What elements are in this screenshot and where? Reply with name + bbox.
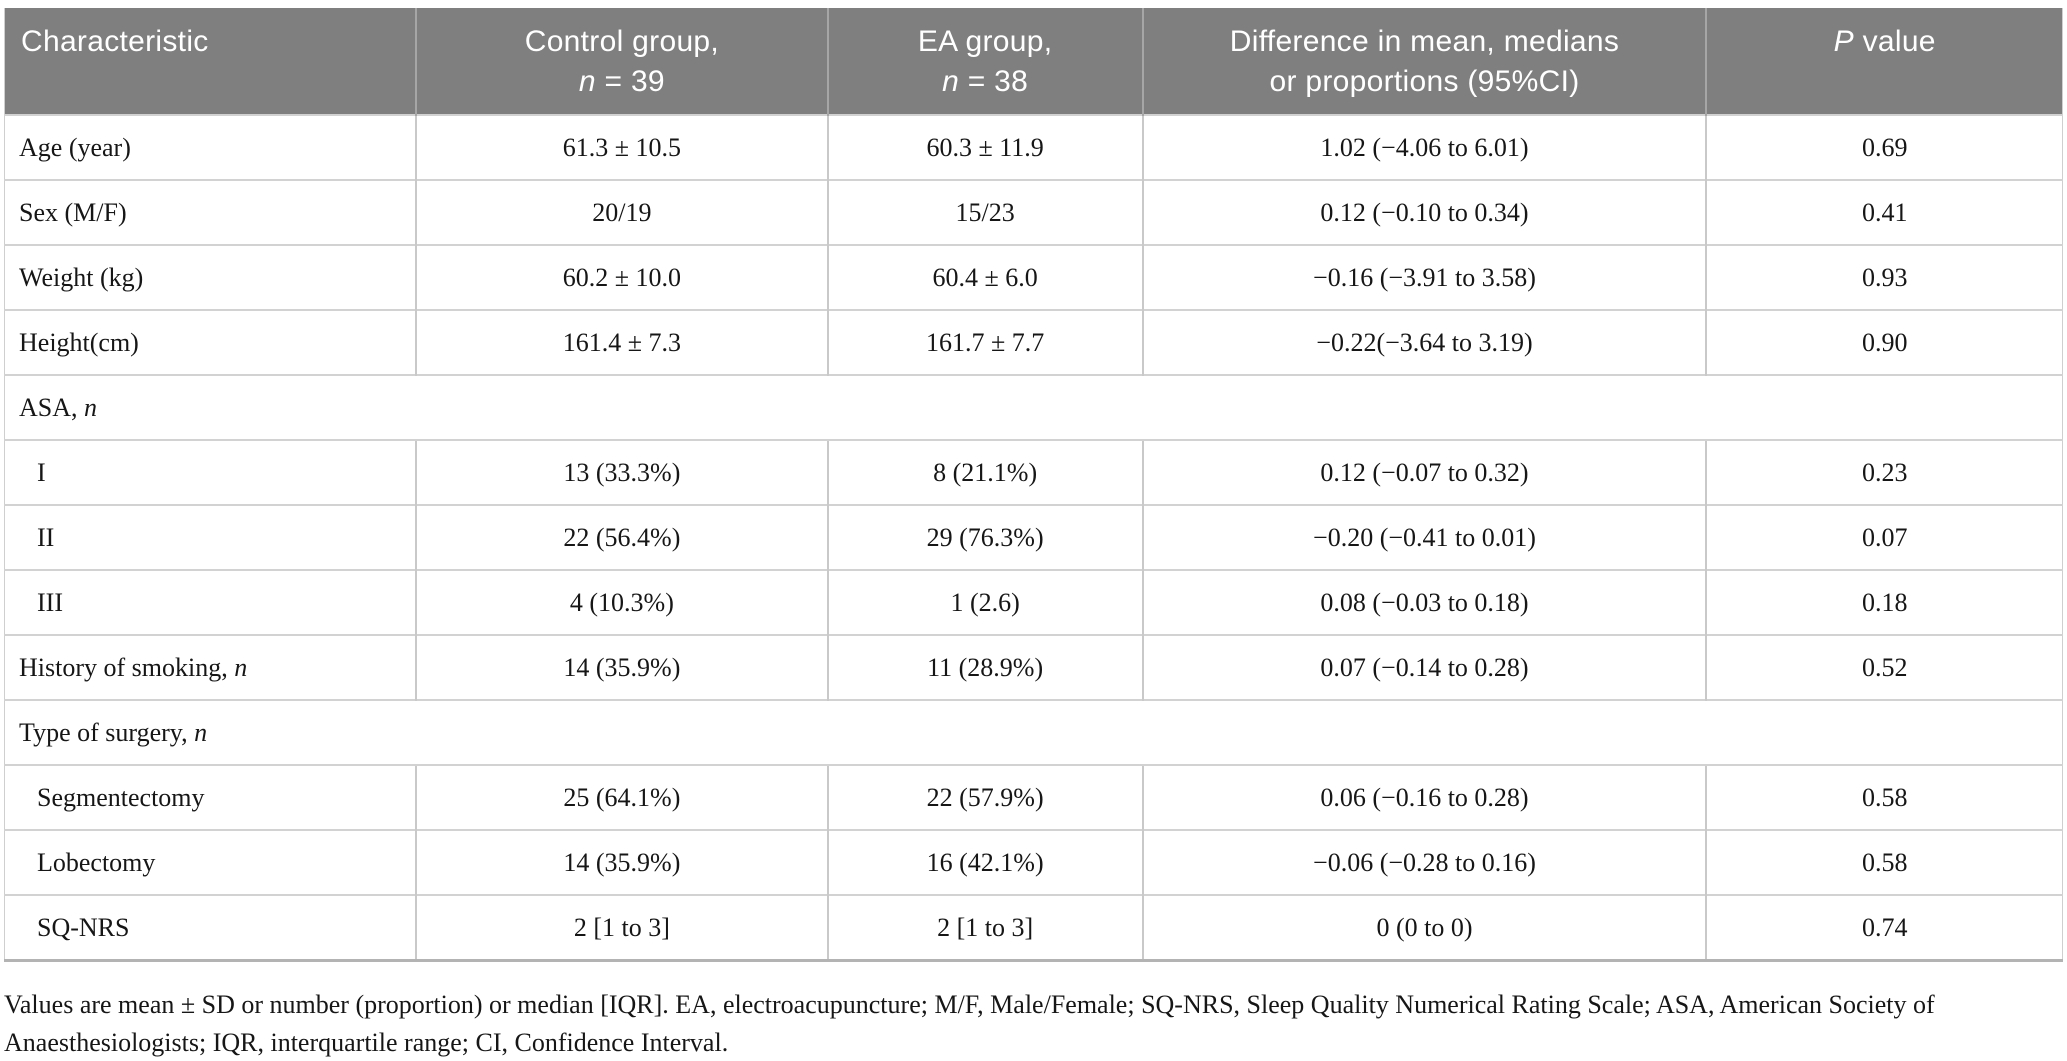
table-header: Characteristic Control group, n = 39 EA g… [4, 8, 2063, 115]
row-label-cell: SQ-NRS [4, 894, 417, 961]
characteristics-table: Characteristic Control group, n = 39 EA g… [4, 8, 2063, 962]
difference-cell: −0.06 (−0.28 to 0.16) [1141, 829, 1707, 895]
col-header-ea-group: EA group, n = 38 [826, 8, 1143, 115]
p-value-cell: 0.69 [1705, 114, 2063, 180]
control-group-cell: 60.2 ± 10.0 [415, 244, 828, 310]
ea-group-cell: 29 (76.3%) [826, 504, 1143, 570]
difference-cell: 0.06 (−0.16 to 0.28) [1141, 764, 1707, 830]
ea-group-cell: 2 [1 to 3] [826, 894, 1143, 961]
ea-group-cell: 60.4 ± 6.0 [826, 244, 1143, 310]
p-value-cell: 0.52 [1705, 634, 2063, 700]
control-group-cell: 161.4 ± 7.3 [415, 309, 828, 375]
ea-group-cell: 16 (42.1%) [826, 829, 1143, 895]
ea-group-cell: 11 (28.9%) [826, 634, 1143, 700]
p-value-cell: 0.58 [1705, 829, 2063, 895]
table-footnote: Values are mean ± SD or number (proporti… [4, 990, 1935, 1057]
p-value-cell: 0.07 [1705, 504, 2063, 570]
ea-group-cell: 22 (57.9%) [826, 764, 1143, 830]
p-value-cell: 0.58 [1705, 764, 2063, 830]
row-label-cell: Sex (M/F) [4, 179, 417, 245]
table-row: Height(cm) 161.4 ± 7.3 161.7 ± 7.7 −0.22(−3… [4, 309, 2063, 375]
table-row: SQ-NRS 2 [1 to 3] 2 [1 to 3] 0 (0 to 0) 0.74 [4, 894, 2063, 961]
difference-cell: −0.16 (−3.91 to 3.58) [1141, 244, 1707, 310]
ea-group-cell: 1 (2.6) [826, 569, 1143, 635]
control-group-cell: 20/19 [415, 179, 828, 245]
ea-group-cell: 8 (21.1%) [826, 439, 1143, 505]
row-label-cell: II [4, 504, 417, 570]
difference-cell: 0 (0 to 0) [1141, 894, 1707, 961]
table-row: I 13 (33.3%) 8 (21.1%) 0.12 (−0.07 to 0.32)… [4, 439, 2063, 505]
ea-group-cell: 60.3 ± 11.9 [826, 114, 1143, 180]
table-row: Age (year) 61.3 ± 10.5 60.3 ± 11.9 1.02 (−4… [4, 114, 2063, 180]
difference-cell: 0.07 (−0.14 to 0.28) [1141, 634, 1707, 700]
control-group-cell: 22 (56.4%) [415, 504, 828, 570]
ea-group-cell: 15/23 [826, 179, 1143, 245]
ea-group-cell: 161.7 ± 7.7 [826, 309, 1143, 375]
section-row: Type of surgery, n [4, 699, 2063, 765]
p-value-cell: 0.74 [1705, 894, 2063, 961]
difference-cell: 0.12 (−0.10 to 0.34) [1141, 179, 1707, 245]
row-label-cell: Segmentectomy [4, 764, 417, 830]
row-label-cell: I [4, 439, 417, 505]
control-group-cell: 14 (35.9%) [415, 829, 828, 895]
p-value-cell: 0.23 [1705, 439, 2063, 505]
col-header-characteristic: Characteristic [4, 8, 417, 115]
table-row: Segmentectomy 25 (64.1%) 22 (57.9%) 0.06 (−… [4, 764, 2063, 830]
control-group-cell: 61.3 ± 10.5 [415, 114, 828, 180]
table-row: Sex (M/F) 20/19 15/23 0.12 (−0.10 to 0.34) 0… [4, 179, 2063, 245]
col-header-control-group: Control group, n = 39 [415, 8, 828, 115]
control-group-cell: 4 (10.3%) [415, 569, 828, 635]
col-header-difference: Difference in mean, medians or proportion… [1141, 8, 1707, 115]
table-row: Lobectomy 14 (35.9%) 16 (42.1%) −0.06 (−0.2… [4, 829, 2063, 895]
row-label-cell: History of smoking, n [4, 634, 417, 700]
control-group-cell: 2 [1 to 3] [415, 894, 828, 961]
row-label-cell: Age (year) [4, 114, 417, 180]
row-label-cell: III [4, 569, 417, 635]
difference-cell: −0.20 (−0.41 to 0.01) [1141, 504, 1707, 570]
table-body: Age (year) 61.3 ± 10.5 60.3 ± 11.9 1.02 (−4… [4, 114, 2063, 961]
table-row: III 4 (10.3%) 1 (2.6) 0.08 (−0.03 to 0.18) 0… [4, 569, 2063, 635]
p-value-cell: 0.18 [1705, 569, 2063, 635]
section-row: ASA, n [4, 374, 2063, 440]
table-row: II 22 (56.4%) 29 (76.3%) −0.20 (−0.41 to 0.… [4, 504, 2063, 570]
baseline-characteristics-table-figure: Characteristic Control group, n = 39 EA g… [4, 8, 2063, 1057]
table-row: History of smoking, n 14 (35.9%) 11 (28.9%… [4, 634, 2063, 700]
difference-cell: 0.08 (−0.03 to 0.18) [1141, 569, 1707, 635]
control-group-cell: 13 (33.3%) [415, 439, 828, 505]
header-row: Characteristic Control group, n = 39 EA g… [4, 8, 2063, 115]
col-header-p-value: P value [1705, 8, 2063, 115]
difference-cell: 0.12 (−0.07 to 0.32) [1141, 439, 1707, 505]
difference-cell: 1.02 (−4.06 to 6.01) [1141, 114, 1707, 180]
section-label: Type of surgery, n [4, 699, 2063, 765]
p-value-cell: 0.41 [1705, 179, 2063, 245]
row-label-cell: Weight (kg) [4, 244, 417, 310]
section-label: ASA, n [4, 374, 2063, 440]
p-value-cell: 0.90 [1705, 309, 2063, 375]
table-row: Weight (kg) 60.2 ± 10.0 60.4 ± 6.0 −0.16 (−… [4, 244, 2063, 310]
control-group-cell: 25 (64.1%) [415, 764, 828, 830]
difference-cell: −0.22(−3.64 to 3.19) [1141, 309, 1707, 375]
control-group-cell: 14 (35.9%) [415, 634, 828, 700]
p-value-cell: 0.93 [1705, 244, 2063, 310]
row-label-cell: Lobectomy [4, 829, 417, 895]
row-label-cell: Height(cm) [4, 309, 417, 375]
